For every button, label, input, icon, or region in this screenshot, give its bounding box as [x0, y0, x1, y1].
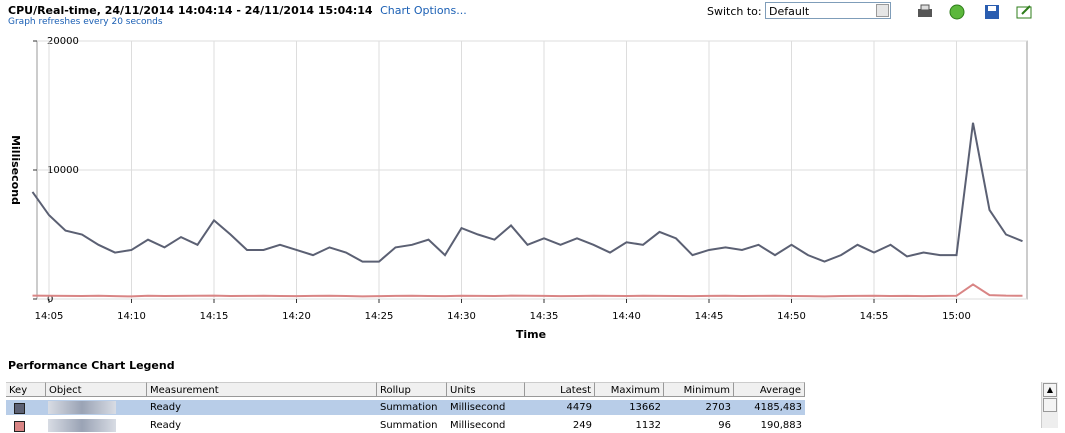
legend-cell: 2703	[664, 400, 734, 415]
x-tick-label: 14:35	[530, 311, 559, 322]
column-header: Units	[447, 382, 525, 397]
legend-title: Performance Chart Legend	[8, 359, 175, 372]
x-tick-label: 14:30	[447, 311, 476, 322]
dropdown-button	[876, 4, 889, 17]
x-tick-label: 14:25	[365, 311, 394, 322]
column-header: Maximum	[595, 382, 664, 397]
series-line	[31, 122, 1023, 263]
redacted-object	[48, 401, 116, 414]
y-tick-label: 0	[47, 294, 53, 305]
legend-cell: Ready	[147, 418, 377, 433]
legend-cell: Millisecond	[447, 418, 525, 433]
legend-cell: 1132	[595, 418, 664, 433]
x-tick-label: 14:40	[612, 311, 641, 322]
column-header: Latest	[525, 382, 595, 397]
series-line	[32, 283, 1023, 298]
scroll-up[interactable]: ▲	[1043, 383, 1057, 397]
object-cell	[46, 400, 147, 415]
title: CPU/Real-time, 24/11/2014 14:04:14 - 24/…	[8, 4, 373, 17]
key-cell	[6, 418, 46, 433]
scrollbar[interactable]: ▲	[1041, 382, 1058, 428]
x-tick-label: 15:00	[942, 311, 971, 322]
legend-cell: Millisecond	[447, 400, 525, 415]
column-header: Key	[6, 382, 46, 397]
toolbar-icons	[918, 4, 1032, 20]
key-swatch	[14, 403, 25, 414]
x-tick-label: 14:10	[117, 311, 146, 322]
legend-cell: 13662	[595, 400, 664, 415]
redacted-object	[48, 419, 116, 432]
x-axis-label: Time	[516, 328, 546, 341]
legend-cell: 249	[525, 418, 595, 433]
y-tick-label: 20000	[47, 36, 79, 47]
print-icon[interactable]	[918, 4, 932, 17]
x-tick-label: 14:45	[695, 311, 724, 322]
export-icon[interactable]	[1016, 5, 1032, 19]
legend-cell: 190,883	[734, 418, 805, 433]
object-cell	[46, 418, 147, 433]
legend-cell: 4185,483	[734, 400, 805, 415]
save-icon[interactable]	[985, 5, 999, 19]
header: CPU/Real-time, 24/11/2014 14:04:14 - 24/…	[8, 4, 467, 17]
column-header: Object	[46, 382, 147, 397]
subtitle: Graph refreshes every 20 seconds	[8, 17, 163, 27]
refresh-icon[interactable]	[949, 4, 965, 20]
column-header: Minimum	[664, 382, 734, 397]
x-tick-label: 14:05	[35, 311, 64, 322]
chart-options-link[interactable]: Chart Options...	[380, 4, 467, 17]
switch-select[interactable]: Default	[765, 2, 891, 19]
legend-cell: Ready	[147, 400, 377, 415]
column-header: Average	[734, 382, 805, 397]
x-tick-label: 14:55	[860, 311, 889, 322]
key-cell	[6, 400, 46, 415]
x-tick-label: 14:50	[777, 311, 806, 322]
y-tick-label: 10000	[47, 165, 79, 176]
column-header: Measurement	[147, 382, 377, 397]
chart: Millisecond Time 0 10000 20000 14:05 14:10 14…	[9, 36, 1028, 341]
legend-cell: 96	[664, 418, 734, 433]
x-tick-label: 14:20	[282, 311, 311, 322]
column-header: Rollup	[377, 382, 447, 397]
legend-cell: 4479	[525, 400, 595, 415]
legend-cell: Summation	[377, 400, 447, 415]
legend-table: Key Object Measurement Rollup Units Latest Max…	[6, 382, 1040, 433]
scroll-thumb[interactable]	[1043, 398, 1057, 412]
key-swatch	[14, 421, 25, 432]
y-axis-label: Millisecond	[9, 135, 22, 205]
switch-label: Switch to:	[707, 5, 762, 18]
switch-value: Default	[769, 5, 810, 18]
legend-cell: Summation	[377, 418, 447, 433]
x-tick-label: 14:15	[200, 311, 229, 322]
